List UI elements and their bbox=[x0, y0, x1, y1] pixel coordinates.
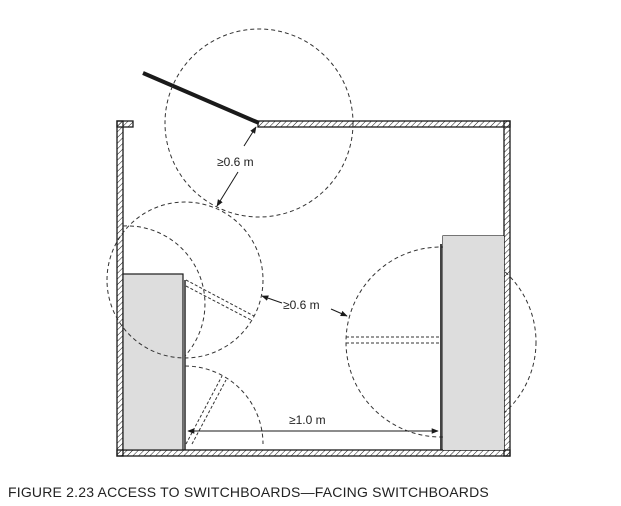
left-upper-panel-door bbox=[185, 279, 255, 321]
right-panel-door bbox=[346, 336, 440, 344]
panel-clearance-arrow-left bbox=[261, 295, 283, 304]
left-lower-panel-swing bbox=[184, 365, 264, 445]
door-leaf bbox=[142, 71, 260, 125]
switchboard-room-diagram: ≥0.6 m ≥0.6 m ≥1.0 m bbox=[106, 28, 537, 457]
figure-caption: FIGURE 2.23 ACCESS TO SWITCHBOARDS—FACIN… bbox=[8, 484, 489, 500]
panel-clearance-arrow-right bbox=[330, 308, 348, 317]
left-upper-swing-circle bbox=[106, 201, 264, 359]
wall-top-stub bbox=[116, 120, 134, 128]
wall-left bbox=[116, 120, 124, 457]
door-swing-circle bbox=[164, 28, 354, 218]
wall-top bbox=[257, 120, 511, 128]
door-clearance-arrow bbox=[216, 171, 239, 207]
wall-right bbox=[503, 120, 511, 457]
panel-clearance-label: ≥0.6 m bbox=[283, 298, 320, 312]
door-clearance-label: ≥0.6 m bbox=[217, 155, 254, 169]
left-lower-panel-door bbox=[185, 375, 227, 445]
wall-bottom bbox=[116, 449, 511, 457]
left-upper-panel-swing bbox=[122, 225, 206, 357]
aisle-width-label: ≥1.0 m bbox=[289, 413, 326, 427]
switchboard-left bbox=[122, 273, 184, 451]
